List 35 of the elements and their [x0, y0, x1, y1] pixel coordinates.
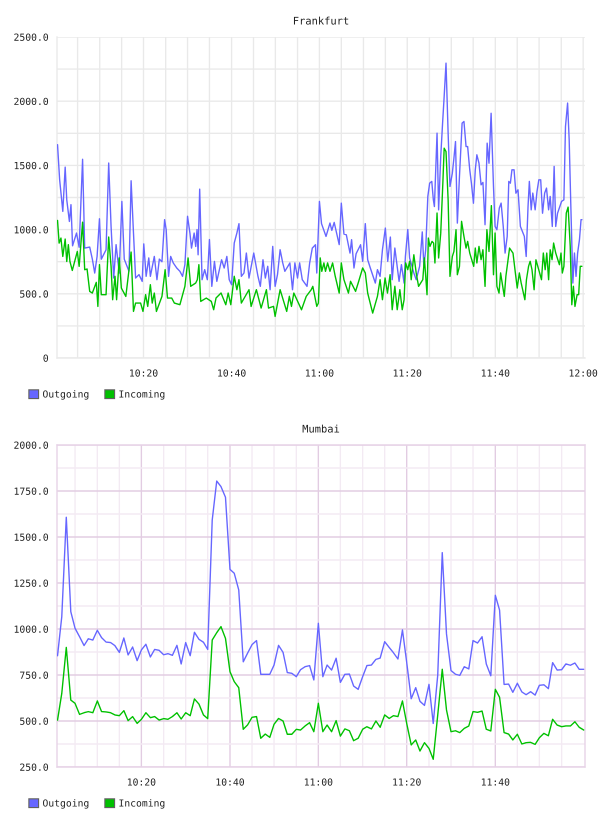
- chart-title: Mumbai: [302, 424, 340, 433]
- line-series: [57, 62, 583, 290]
- x-tick-label: 11:00: [306, 369, 334, 377]
- y-tick-label: 1000.0: [14, 226, 48, 234]
- y-tick-label: 1500.0: [14, 534, 48, 541]
- x-tick-label: 11:40: [482, 369, 510, 377]
- y-tick-label: 2000.0: [14, 98, 48, 106]
- line-series: [57, 148, 583, 318]
- legend-label: Outgoing: [43, 799, 88, 809]
- y-tick-label: 500.0: [20, 290, 48, 298]
- x-tick-label: 10:20: [128, 778, 156, 786]
- line-series: [57, 626, 584, 760]
- line-series: [57, 480, 584, 724]
- y-tick-label: 2000.0: [14, 442, 48, 449]
- y-tick-label: 1750.0: [14, 488, 48, 495]
- x-tick-label: 11:20: [394, 369, 422, 377]
- x-tick-label: 12:00: [570, 369, 598, 377]
- x-tick-label: 10:40: [216, 778, 244, 786]
- y-tick-label: 1000.0: [14, 626, 48, 633]
- y-tick-label: 0: [43, 354, 48, 362]
- x-tick-label: 11:40: [482, 778, 510, 786]
- legend-label: Incoming: [119, 390, 164, 400]
- x-tick-label: 10:20: [130, 369, 158, 377]
- x-tick-label: 11:20: [393, 778, 421, 786]
- x-tick-label: 10:40: [218, 369, 246, 377]
- y-tick-label: 2500.0: [14, 34, 48, 41]
- y-tick-label: 250.0: [20, 764, 48, 771]
- y-tick-label: 1500.0: [14, 162, 48, 170]
- legend-label: Incoming: [119, 799, 164, 809]
- x-tick-label: 11:00: [304, 778, 332, 786]
- y-tick-label: 1250.0: [14, 580, 48, 587]
- chart-title: Frankfurt: [294, 16, 348, 25]
- legend-label: Outgoing: [43, 390, 88, 400]
- y-tick-label: 750.0: [20, 672, 48, 679]
- y-tick-label: 500.0: [20, 718, 48, 725]
